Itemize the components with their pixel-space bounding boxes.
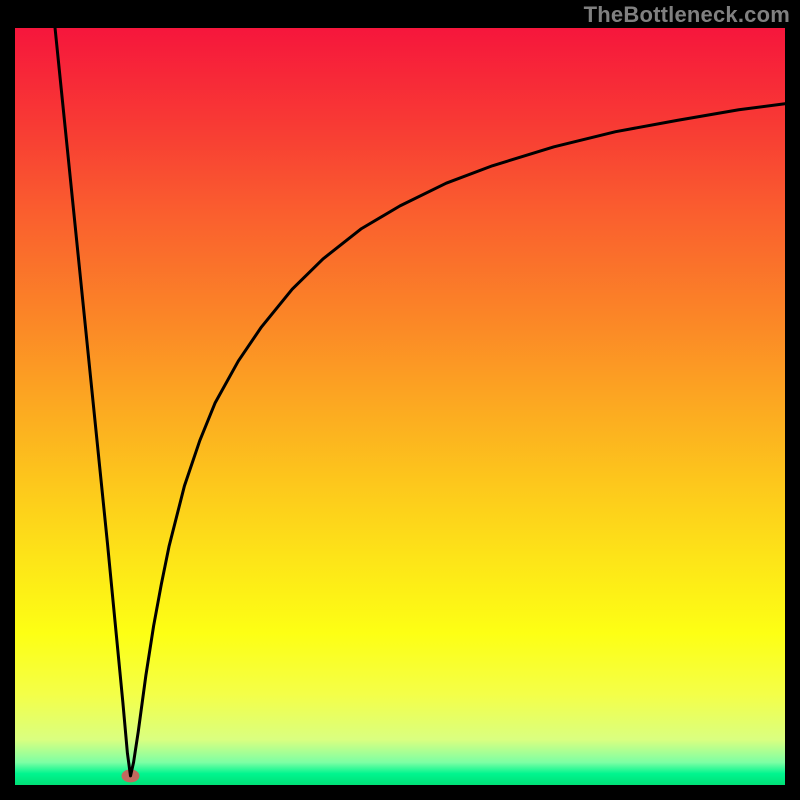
watermark-label: TheBottleneck.com — [584, 2, 790, 28]
chart-background-gradient — [15, 28, 785, 785]
bottleneck-chart — [0, 0, 800, 800]
chart-container: TheBottleneck.com — [0, 0, 800, 800]
